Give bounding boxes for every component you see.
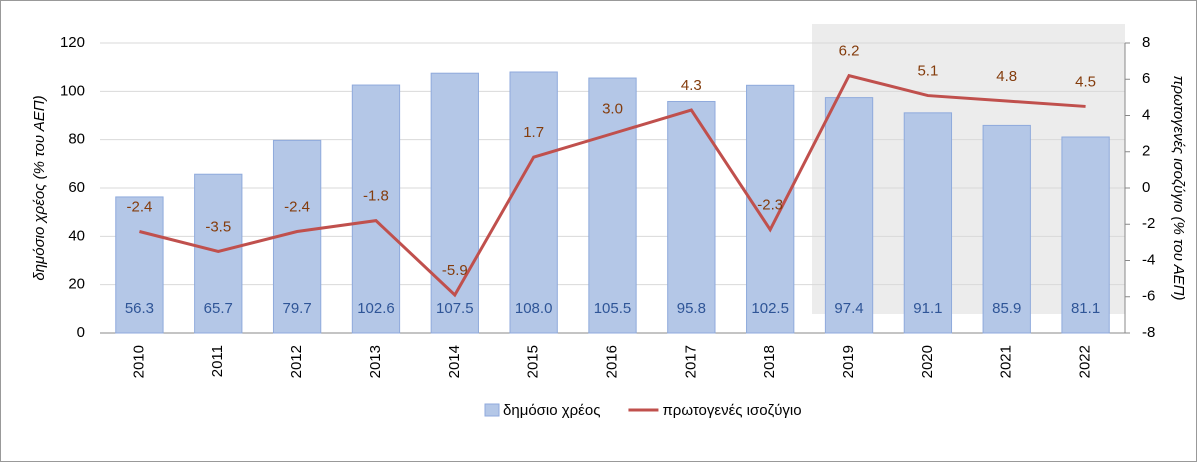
line-value-label: 6.2 (839, 43, 860, 60)
bar-value-label: 65.7 (204, 300, 233, 317)
bar-value-label: 91.1 (913, 300, 942, 317)
x-tick-label: 2022 (1077, 345, 1094, 378)
bar-value-label: 85.9 (992, 300, 1021, 317)
y-tick-label: 0 (77, 324, 85, 341)
line-series (139, 73, 1086, 298)
bar (1061, 136, 1110, 334)
line-value-label: -2.4 (284, 198, 310, 215)
line-value-label: -2.3 (757, 197, 783, 214)
bar-value-label: 95.8 (677, 300, 706, 317)
bar-value-label: 79.7 (283, 300, 312, 317)
line-value-label: 5.1 (917, 63, 938, 80)
bar-value-label: 107.5 (436, 300, 474, 317)
bar (667, 100, 716, 334)
bar (509, 71, 558, 334)
x-tick-label: 2011 (209, 345, 226, 377)
y2-tick-label: -2 (1142, 215, 1155, 232)
legend-swatch (484, 403, 500, 417)
x-tick-label: 2021 (998, 345, 1015, 378)
y2-tick-label: -4 (1142, 251, 1155, 268)
y-tick-label: 120 (60, 34, 85, 51)
y2-tick-label: -8 (1142, 324, 1155, 341)
y2-tick-label: 0 (1142, 179, 1150, 196)
y2-tick-label: -6 (1142, 288, 1155, 305)
bar-value-label: 105.5 (594, 300, 632, 317)
line-value-label: -3.5 (205, 218, 231, 235)
line-value-label: 4.5 (1075, 73, 1096, 90)
y-tick-label: 100 (60, 82, 85, 99)
legend-label: δημόσιο χρέος (503, 402, 600, 419)
bar (194, 173, 243, 334)
line-value-label: -1.8 (363, 188, 389, 205)
x-tick-label: 2017 (682, 345, 699, 378)
x-tick-label: 2016 (603, 345, 620, 378)
bar (115, 196, 164, 334)
line-value-label: -5.9 (442, 262, 468, 279)
bar (588, 77, 637, 334)
bar-value-label: 108.0 (515, 300, 553, 317)
bar-value-label: 102.5 (751, 300, 789, 317)
bar (746, 84, 795, 334)
x-tick-label: 2020 (919, 345, 936, 378)
x-tick-label: 2013 (367, 345, 384, 378)
bar-value-label: 56.3 (125, 300, 154, 317)
x-tick-label: 2018 (761, 345, 778, 378)
line-value-label: 4.3 (681, 77, 702, 94)
y2-tick-label: 8 (1142, 34, 1150, 51)
bar (351, 84, 401, 334)
bar-value-label: 97.4 (834, 300, 863, 317)
y2-axis-label: πρωτογενές ισοζύγιο (% του ΑΕΠ) (1170, 75, 1187, 300)
y-tick-label: 60 (68, 179, 85, 196)
x-tick-label: 2014 (446, 345, 463, 378)
bar (903, 112, 953, 334)
x-tick-label: 2019 (840, 345, 857, 378)
y2-tick-label: 2 (1142, 143, 1150, 160)
bar-value-label: 81.1 (1071, 300, 1100, 317)
x-tick-label: 2015 (525, 345, 542, 378)
bar (824, 97, 874, 334)
bar (982, 124, 1031, 334)
line-value-label: 1.7 (523, 124, 544, 141)
y2-tick-label: 4 (1142, 106, 1150, 123)
bar-value-label: 102.6 (357, 300, 395, 317)
y-tick-label: 20 (68, 276, 85, 293)
y-axis-label: δημόσιο χρέος (% του ΑΕΠ) (31, 95, 48, 280)
line-value-label: 4.8 (996, 68, 1017, 85)
x-tick-label: 2012 (288, 345, 305, 378)
legend-label: πρωτογενές ισοζύγιο (662, 402, 801, 419)
line-value-label: -2.4 (126, 198, 152, 215)
y2-tick-label: 6 (1142, 70, 1150, 87)
bar (430, 72, 479, 334)
line-value-label: 3.0 (602, 101, 623, 118)
y-tick-label: 40 (68, 227, 85, 244)
y-tick-label: 80 (68, 131, 85, 148)
x-tick-label: 2010 (130, 345, 147, 378)
